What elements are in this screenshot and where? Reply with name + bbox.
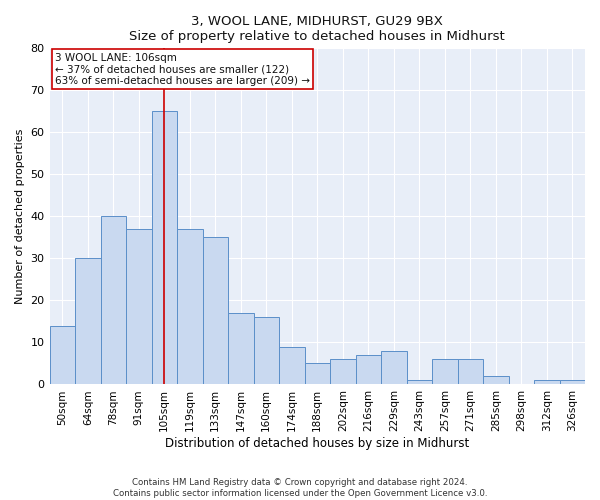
Bar <box>330 359 356 384</box>
Bar <box>534 380 560 384</box>
Bar <box>228 313 254 384</box>
Bar <box>381 351 407 384</box>
Bar <box>483 376 509 384</box>
Bar <box>279 346 305 385</box>
Bar <box>203 238 228 384</box>
Text: 3 WOOL LANE: 106sqm
← 37% of detached houses are smaller (122)
63% of semi-detac: 3 WOOL LANE: 106sqm ← 37% of detached ho… <box>55 52 310 86</box>
Bar <box>177 229 203 384</box>
Bar <box>50 326 75 384</box>
Bar <box>75 258 101 384</box>
Title: 3, WOOL LANE, MIDHURST, GU29 9BX
Size of property relative to detached houses in: 3, WOOL LANE, MIDHURST, GU29 9BX Size of… <box>130 15 505 43</box>
Bar <box>152 112 177 384</box>
Bar <box>254 317 279 384</box>
Bar <box>560 380 585 384</box>
Bar <box>305 364 330 384</box>
Bar <box>101 216 126 384</box>
X-axis label: Distribution of detached houses by size in Midhurst: Distribution of detached houses by size … <box>165 437 469 450</box>
Y-axis label: Number of detached properties: Number of detached properties <box>15 128 25 304</box>
Text: Contains HM Land Registry data © Crown copyright and database right 2024.
Contai: Contains HM Land Registry data © Crown c… <box>113 478 487 498</box>
Bar <box>407 380 432 384</box>
Bar <box>356 355 381 384</box>
Bar <box>126 229 152 384</box>
Bar <box>458 359 483 384</box>
Bar <box>432 359 458 384</box>
